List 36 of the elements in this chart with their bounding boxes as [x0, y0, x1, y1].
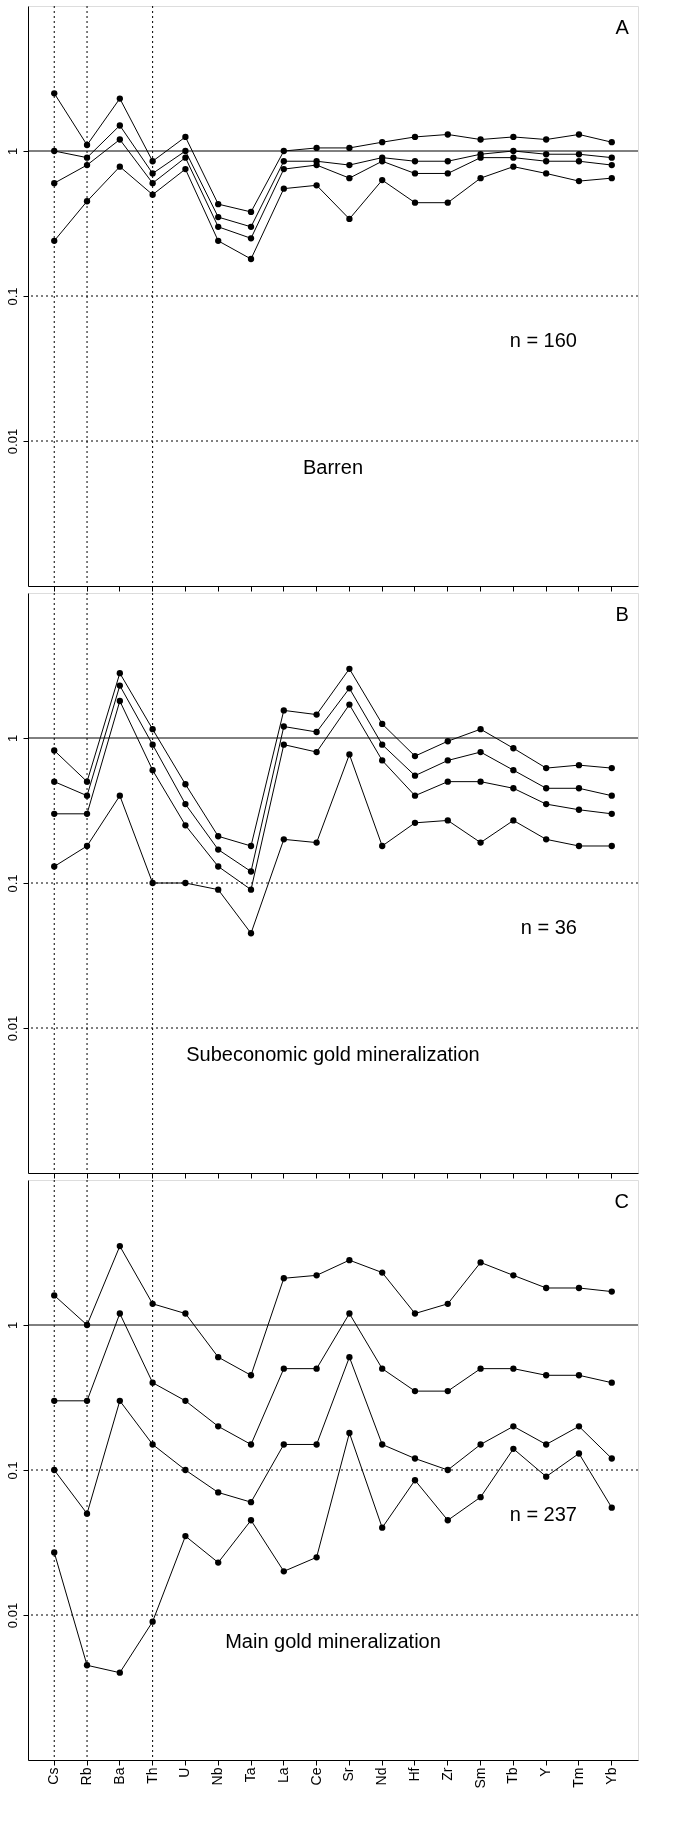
- annotation: Subeconomic gold mineralization: [186, 1043, 480, 1066]
- x-tick-label: Ta: [242, 1767, 259, 1783]
- y-tick-label: 1: [4, 147, 20, 156]
- annotation: n = 36: [520, 915, 577, 938]
- annotation: n = 160: [509, 328, 577, 351]
- y-tick-label: 0.1: [4, 1461, 20, 1480]
- x-tick-label: Ba: [110, 1767, 127, 1785]
- x-tick-label: Nb: [209, 1767, 226, 1786]
- x-tick-label: Th: [143, 1767, 160, 1784]
- annotation: A: [615, 15, 630, 38]
- x-tick-label: Cs: [45, 1767, 62, 1785]
- x-tick-label: La: [274, 1767, 291, 1784]
- x-tick-label: Ce: [307, 1767, 324, 1786]
- x-tick-label: Y: [537, 1766, 554, 1777]
- annotation: Main gold mineralization: [225, 1630, 441, 1653]
- x-tick-label: Tm: [569, 1767, 586, 1788]
- y-tick-label: 0.01: [4, 1602, 20, 1629]
- annotation: n = 237: [509, 1502, 577, 1525]
- x-tick-label: Tb: [504, 1767, 521, 1784]
- y-tick-label: 1: [4, 734, 20, 743]
- annotation: B: [615, 602, 629, 625]
- y-tick-label: 0.01: [4, 428, 20, 455]
- x-tick-label: Sr: [340, 1767, 357, 1782]
- x-tick-label: Yb: [602, 1767, 619, 1785]
- y-tick-label: 1: [4, 1321, 20, 1330]
- x-tick-label: U: [176, 1767, 193, 1778]
- x-tick-label: Sm: [471, 1767, 488, 1789]
- y-tick-label: 0.1: [4, 287, 20, 306]
- x-tick-label: Rb: [78, 1767, 95, 1786]
- y-tick-label: 0.01: [4, 1015, 20, 1042]
- x-tick-label: Zr: [438, 1767, 455, 1781]
- annotation: C: [614, 1189, 629, 1212]
- y-tick-label: 0.1: [4, 874, 20, 893]
- x-tick-label: Hf: [405, 1767, 422, 1782]
- annotation: Barren: [302, 456, 364, 479]
- x-tick-label: Nd: [373, 1767, 390, 1786]
